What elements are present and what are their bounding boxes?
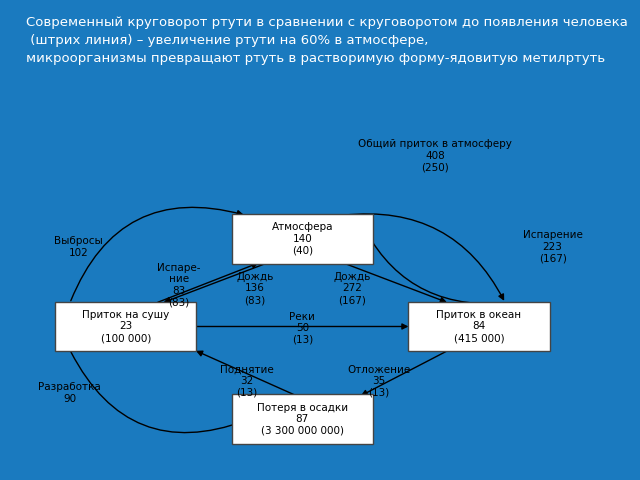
Text: Выбросы
102: Выбросы 102: [54, 236, 103, 258]
Text: Разработка
90: Разработка 90: [38, 382, 101, 404]
Text: Приток на сушу
23
(100 000): Приток на сушу 23 (100 000): [82, 310, 170, 343]
FancyBboxPatch shape: [232, 214, 373, 264]
FancyBboxPatch shape: [55, 301, 196, 351]
Text: Потеря в осадки
87
(3 300 000 000): Потеря в осадки 87 (3 300 000 000): [257, 403, 348, 436]
FancyBboxPatch shape: [232, 395, 373, 444]
Text: Атмосфера
140
(40): Атмосфера 140 (40): [271, 222, 333, 255]
Text: Общий приток в атмосферу
408
(250): Общий приток в атмосферу 408 (250): [358, 139, 512, 172]
Text: Приток в океан
84
(415 000): Приток в океан 84 (415 000): [436, 310, 522, 343]
Text: Испарение
223
(167): Испарение 223 (167): [523, 230, 582, 264]
Text: Испаре-
ние
83
(83): Испаре- ние 83 (83): [157, 263, 200, 308]
Text: Поднятие
32
(13): Поднятие 32 (13): [220, 364, 273, 398]
Text: Дождь
272
(167): Дождь 272 (167): [333, 272, 371, 305]
FancyBboxPatch shape: [408, 301, 550, 351]
Text: Современный круговорот ртути в сравнении с круговоротом до появления человека
 (: Современный круговорот ртути в сравнении…: [26, 15, 627, 64]
Text: Реки
50
(13): Реки 50 (13): [289, 312, 316, 345]
Text: Отложение
35
(13): Отложение 35 (13): [348, 364, 410, 398]
Text: Дождь
136
(83): Дождь 136 (83): [237, 272, 274, 305]
